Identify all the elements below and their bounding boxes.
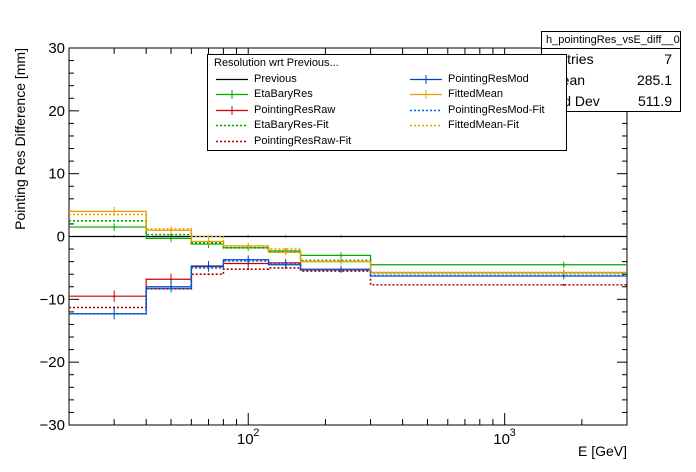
data-point: [113, 226, 116, 229]
series-pointingresraw: [69, 262, 627, 297]
series-etabaryres: [69, 226, 627, 266]
data-point: [339, 254, 342, 257]
data-point: [113, 295, 116, 298]
data-point: [113, 210, 116, 213]
data-point: [339, 268, 342, 271]
data-point: [207, 273, 210, 276]
data-point: [113, 306, 116, 309]
y-tick-label: −30: [40, 417, 65, 434]
data-point: [247, 244, 250, 247]
series-pointingresraw-fit: [69, 267, 627, 309]
data-point: [284, 248, 287, 251]
x-axis-title: E [GeV]: [578, 443, 627, 459]
x-tick-label: 10: [493, 431, 510, 448]
series-fittedmean-fit: [69, 213, 627, 274]
series-fittedmean: [69, 210, 627, 274]
stats-title: h_pointingRes_vsE_diff__0: [542, 32, 680, 49]
data-point: [284, 251, 287, 254]
data-point: [207, 266, 210, 269]
data-point: [170, 227, 173, 230]
y-tick-label: 10: [48, 166, 65, 183]
data-point: [170, 278, 173, 281]
data-point: [562, 274, 565, 277]
data-point: [562, 271, 565, 274]
data-point: [562, 235, 565, 238]
y-tick-label: 20: [48, 103, 65, 120]
y-tick-label: −10: [40, 291, 65, 308]
data-point: [247, 268, 250, 271]
series-etabaryres-fit: [69, 219, 627, 274]
data-point: [247, 260, 250, 263]
stats-value: 511.9: [638, 93, 672, 109]
stats-value: 285.1: [636, 72, 672, 88]
data-point: [562, 263, 565, 266]
legend: Resolution wrt Previous... Previous EtaB…: [207, 54, 567, 151]
x-tick-label: 10: [237, 431, 254, 448]
data-point: [284, 235, 287, 238]
y-axis-title: Pointing Res Difference [mm]: [12, 48, 28, 230]
data-point: [284, 262, 287, 265]
data-point: [113, 219, 116, 222]
stats-value: 7: [664, 51, 672, 67]
data-point: [113, 213, 116, 216]
y-tick-label: 0: [57, 229, 65, 246]
data-point: [207, 235, 210, 238]
data-point: [207, 240, 210, 243]
data-point: [170, 285, 173, 288]
y-tick-label: −20: [40, 354, 65, 371]
legend-header: Resolution wrt Previous...: [214, 57, 339, 69]
x-tick-exponent: 2: [253, 427, 259, 439]
data-point: [170, 237, 173, 240]
data-point: [339, 260, 342, 263]
y-tick-label: 30: [48, 40, 65, 57]
data-point: [247, 235, 250, 238]
data-point: [113, 235, 116, 238]
data-point: [207, 265, 210, 268]
data-point: [170, 233, 173, 236]
data-point: [113, 312, 116, 315]
series-pointingresmod-fit: [69, 260, 627, 315]
x-tick-exponent: 3: [510, 427, 516, 439]
data-point: [170, 287, 173, 290]
series-pointingresmod: [69, 259, 627, 315]
data-point: [562, 283, 565, 286]
data-point: [339, 235, 342, 238]
